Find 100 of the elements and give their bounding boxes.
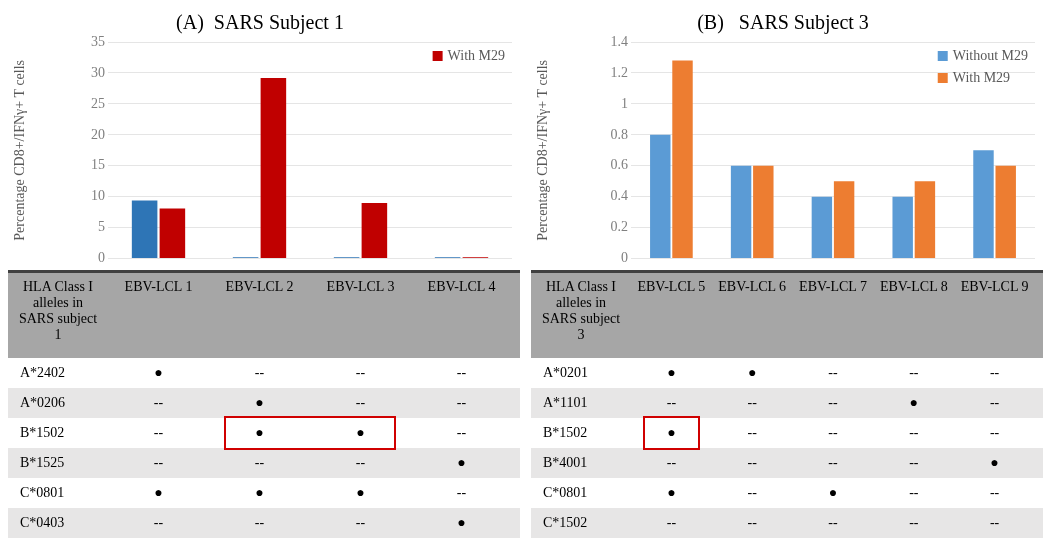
- text: ●: [747, 365, 757, 380]
- text: --: [989, 485, 1000, 500]
- bar: [730, 165, 752, 259]
- text: --: [254, 365, 265, 380]
- chart-title: (B) SARS Subject 3: [697, 11, 869, 35]
- text: --: [909, 365, 919, 380]
- text: ●: [154, 485, 163, 500]
- y-tick-label: 0: [98, 250, 105, 266]
- y-axis-title: Percentage CD8+/IFNγ+ T cells: [535, 59, 551, 241]
- text: --: [153, 515, 164, 530]
- bar: [260, 77, 287, 259]
- bar: [672, 60, 693, 259]
- y-tick-label: 30: [91, 64, 105, 80]
- category-label: EBV-LCL 4: [426, 278, 497, 296]
- y-tick-label: 25: [91, 95, 105, 111]
- category-label: A*1101: [543, 395, 588, 410]
- bar: [811, 196, 833, 259]
- bar: [131, 200, 158, 259]
- category-label: B*1502: [543, 425, 588, 440]
- text: --: [153, 395, 164, 410]
- text: --: [828, 395, 838, 410]
- category-label: C*0801: [543, 485, 588, 500]
- y-tick-label: 0.6: [610, 157, 628, 173]
- text: ●: [667, 365, 676, 380]
- text: --: [153, 425, 164, 440]
- text: --: [456, 365, 467, 380]
- text: ●: [828, 485, 838, 500]
- category-label: B*1502: [20, 425, 65, 440]
- text: ●: [255, 395, 264, 410]
- y-tick-label: 0.4: [610, 188, 628, 204]
- y-tick-label: 10: [91, 188, 105, 204]
- chart-title: (A) SARS Subject 1: [176, 11, 344, 35]
- category-label: EBV-LCL 2: [224, 278, 295, 296]
- bar: [892, 196, 913, 259]
- legend-label: With M29: [952, 69, 1011, 85]
- text: --: [909, 485, 919, 500]
- text: --: [747, 455, 757, 470]
- legend-label: Without M29: [952, 47, 1029, 63]
- y-axis-title: Percentage CD8+/IFNγ+ T cells: [12, 59, 28, 241]
- text: --: [828, 515, 838, 530]
- text: --: [909, 455, 919, 470]
- bar: [361, 202, 388, 259]
- text: --: [828, 455, 838, 470]
- y-tick-label: 1: [621, 95, 628, 111]
- text: HLA Class I alleles in SARS subject 1: [17, 278, 99, 344]
- bar: [159, 208, 186, 259]
- text: ●: [457, 515, 466, 530]
- text: --: [355, 365, 366, 380]
- text: ●: [356, 485, 365, 500]
- text: --: [666, 515, 677, 530]
- text: --: [989, 515, 1000, 530]
- category-label: A*0201: [543, 365, 589, 380]
- y-tick-label: 0.2: [610, 219, 628, 235]
- category-label: A*2402: [20, 365, 66, 380]
- y-tick-label: 5: [98, 219, 105, 235]
- bar: [833, 181, 855, 259]
- y-tick-label: 0: [621, 250, 628, 266]
- category-label: B*1525: [20, 455, 65, 470]
- text: ●: [154, 365, 163, 380]
- text: ●: [990, 455, 999, 470]
- text: ●: [255, 485, 264, 500]
- text: ●: [667, 425, 676, 440]
- text: --: [254, 455, 265, 470]
- category-label: C*0403: [20, 515, 65, 530]
- category-label: B*4001: [543, 455, 588, 470]
- category-label: EBV-LCL 7: [798, 278, 868, 296]
- bar: [995, 165, 1016, 259]
- text: --: [828, 365, 838, 380]
- category-label: EBV-LCL 1: [123, 278, 194, 296]
- text: --: [666, 455, 677, 470]
- bar: [753, 165, 774, 259]
- text: --: [909, 425, 919, 440]
- text: --: [355, 455, 366, 470]
- y-tick-label: 1.4: [610, 33, 628, 49]
- bar: [650, 134, 671, 259]
- text: --: [747, 515, 757, 530]
- text: ●: [255, 425, 264, 440]
- legend-label: With M29: [447, 47, 506, 63]
- text: --: [355, 395, 366, 410]
- category-label: EBV-LCL 8: [878, 278, 949, 296]
- text: --: [747, 485, 757, 500]
- text: --: [747, 395, 757, 410]
- y-tick-label: 20: [91, 126, 105, 142]
- category-label: A*0206: [20, 395, 66, 410]
- text: ●: [356, 425, 365, 440]
- bar: [973, 150, 994, 259]
- text: --: [456, 485, 467, 500]
- text: --: [828, 425, 838, 440]
- text: --: [456, 395, 467, 410]
- category-label: EBV-LCL 3: [325, 278, 396, 296]
- text: --: [989, 365, 1000, 380]
- text: HLA Class I alleles in SARS subject 3: [540, 278, 622, 344]
- text: ●: [667, 485, 676, 500]
- category-label: C*1502: [543, 515, 588, 530]
- text: --: [989, 395, 1000, 410]
- text: --: [153, 455, 164, 470]
- category-label: C*0801: [20, 485, 65, 500]
- category-label: EBV-LCL 6: [717, 278, 788, 296]
- y-tick-label: 35: [91, 33, 105, 49]
- text: --: [456, 425, 467, 440]
